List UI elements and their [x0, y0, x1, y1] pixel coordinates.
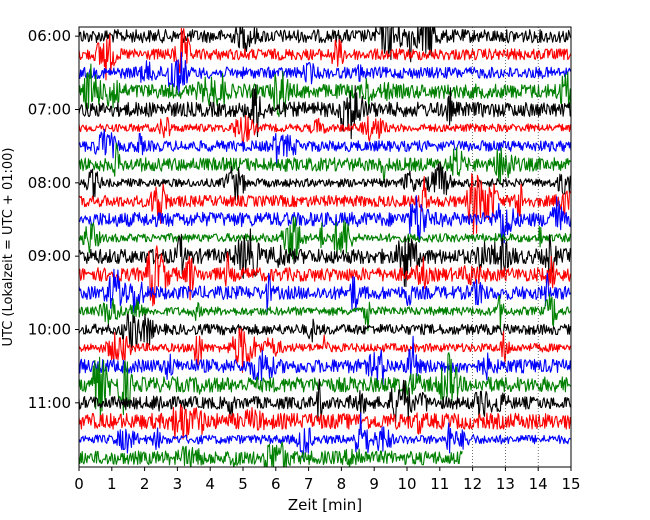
x-tick-label: 12 — [463, 475, 482, 493]
y-tick-label: 06:00 — [28, 27, 71, 45]
x-tick-label: 15 — [561, 475, 580, 493]
trace-3 — [79, 51, 571, 95]
y-tick-label: 08:00 — [28, 174, 71, 192]
y-tick-label: 10:00 — [28, 321, 71, 339]
x-tick-label: 0 — [74, 475, 84, 493]
x-tick-label: 1 — [107, 475, 117, 493]
x-tick-label: 9 — [369, 475, 379, 493]
x-tick-label: 14 — [529, 475, 548, 493]
y-tick-label: 11:00 — [28, 394, 71, 412]
trace-7 — [79, 128, 571, 167]
x-tick-label: 6 — [271, 475, 281, 493]
trace-8 — [79, 142, 571, 184]
trace-4 — [79, 63, 571, 118]
y-axis: 06:00 07:00 08:00 09:00 10:00 11:00 — [28, 27, 79, 412]
x-tick-label: 8 — [337, 475, 347, 493]
trace-6 — [79, 114, 571, 145]
x-axis: 0 1 2 3 4 5 6 7 8 9 10 11 12 13 14 15 — [74, 467, 581, 493]
trace-14 — [79, 245, 571, 307]
x-tick-label: 4 — [205, 475, 215, 493]
plot-frame — [78, 26, 572, 468]
trace-21 — [79, 378, 571, 424]
trace-group — [79, 27, 571, 467]
y-tick-label: 09:00 — [28, 247, 71, 265]
dotted-gridlines — [472, 27, 539, 467]
trace-2 — [79, 27, 571, 81]
trace-23 — [79, 412, 571, 459]
trace-1 — [79, 27, 571, 63]
trace-17 — [79, 313, 571, 351]
x-tick-label: 13 — [496, 475, 515, 493]
x-axis-title: Zeit [min] — [288, 496, 362, 514]
trace-20 — [79, 352, 571, 422]
x-tick-label: 2 — [140, 475, 150, 493]
x-tick-label: 10 — [397, 475, 416, 493]
trace-24 — [79, 441, 463, 467]
trace-19 — [79, 335, 571, 387]
trace-15 — [79, 268, 571, 314]
x-tick-label: 11 — [430, 475, 449, 493]
x-tick-label: 5 — [238, 475, 248, 493]
trace-12 — [79, 215, 571, 260]
x-tick-label: 7 — [304, 475, 314, 493]
y-tick-label: 07:00 — [28, 101, 71, 119]
trace-16 — [79, 293, 571, 332]
trace-11 — [79, 195, 571, 247]
trace-9 — [79, 162, 571, 201]
trace-5 — [79, 84, 571, 140]
trace-22 — [79, 404, 571, 440]
x-tick-label: 3 — [173, 475, 183, 493]
trace-18 — [79, 327, 571, 373]
y-axis-title: UTC (Lokalzeit = UTC + 01:00) — [1, 148, 16, 347]
